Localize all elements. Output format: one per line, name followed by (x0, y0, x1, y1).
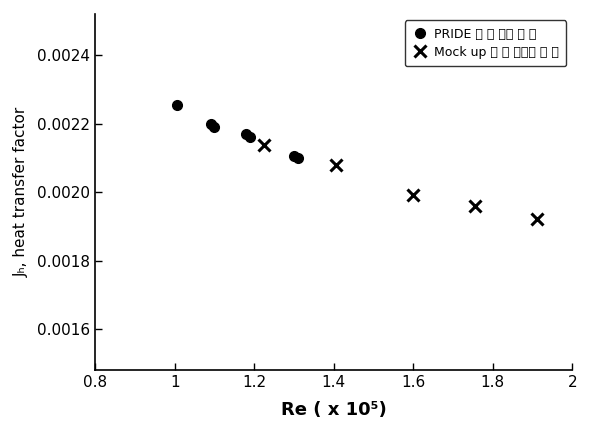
PRIDE 음 극 처리 장 치 (294, 155, 301, 160)
Mock up 물 융 염제거 장 치 (472, 203, 479, 208)
Mock up 물 융 염제거 장 치 (261, 142, 268, 147)
PRIDE 음 극 처리 장 치 (243, 131, 250, 136)
PRIDE 음 극 처리 장 치 (173, 102, 180, 107)
Y-axis label: Jₕ, heat transfer factor: Jₕ, heat transfer factor (14, 107, 29, 277)
Legend: PRIDE 음 극 처리 장 치, Mock up 물 융 염제거 장 치: PRIDE 음 극 처리 장 치, Mock up 물 융 염제거 장 치 (405, 20, 566, 66)
PRIDE 음 극 처리 장 치 (207, 121, 214, 126)
PRIDE 음 극 처리 장 치 (290, 153, 297, 158)
Line: PRIDE 음 극 처리 장 치: PRIDE 음 극 처리 장 치 (172, 100, 303, 163)
Line: Mock up 물 융 염제거 장 치: Mock up 물 융 염제거 장 치 (258, 139, 543, 226)
Mock up 물 융 염제거 장 치 (332, 162, 339, 167)
Mock up 물 융 염제거 장 치 (533, 217, 540, 222)
PRIDE 음 극 처리 장 치 (211, 124, 218, 129)
Mock up 물 융 염제거 장 치 (410, 193, 417, 198)
PRIDE 음 극 처리 장 치 (246, 135, 254, 140)
X-axis label: Re ( x 10⁵): Re ( x 10⁵) (281, 401, 387, 419)
